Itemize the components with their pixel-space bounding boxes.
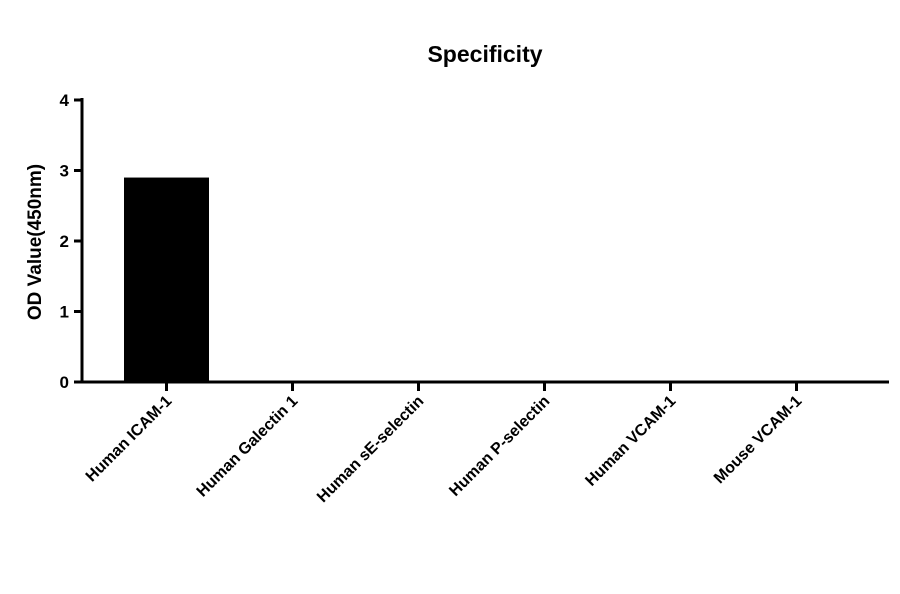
x-tick-label-1: Human ICAM-1	[83, 393, 176, 486]
y-tick-label-2: 2	[60, 232, 69, 251]
y-tick-label-1: 1	[60, 303, 69, 322]
x-tick-label-4: Human P-selectin	[446, 393, 553, 500]
x-tick-label-5: Human VCAM-1	[582, 393, 679, 490]
x-tick-label-2: Human Galectin 1	[194, 393, 302, 501]
chart-title: Specificity	[427, 41, 542, 67]
x-tick-label-3: Human sE-selectin	[314, 393, 427, 506]
y-tick-label-0: 0	[60, 373, 69, 392]
y-tick-label-4: 4	[60, 91, 70, 110]
y-axis-ticks: 0 1 2 3 4	[60, 91, 82, 392]
bars-group	[124, 177, 209, 382]
y-axis-label: OD Value(450nm)	[25, 164, 46, 320]
x-axis-ticks: Human ICAM-1 Human Galectin 1 Human sE-sel…	[83, 382, 805, 506]
bar-1	[124, 177, 209, 382]
y-tick-label-3: 3	[60, 162, 69, 181]
x-tick-label-6: Mouse VCAM-1	[711, 393, 805, 487]
